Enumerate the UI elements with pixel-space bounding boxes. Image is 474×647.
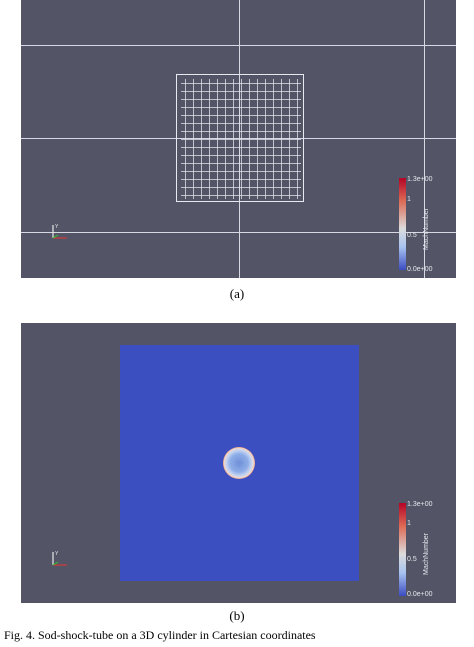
mesh-line bbox=[181, 147, 301, 148]
orientation-axes-icon: Y bbox=[52, 224, 67, 239]
mesh-line bbox=[297, 79, 298, 199]
colorbar-min-label: 0.0e+00 bbox=[407, 591, 433, 598]
mesh-line bbox=[241, 79, 242, 199]
grid-line bbox=[21, 232, 456, 233]
colorbar bbox=[399, 503, 406, 596]
colorbar-tick-label: 1 bbox=[407, 520, 411, 527]
caption-b: (b) bbox=[229, 608, 245, 623]
render-view-a[interactable]: Y 1.3e+00 1 0.5 0.0e+00 MachNumber bbox=[21, 0, 456, 278]
mesh-line bbox=[181, 195, 301, 196]
colorbar-max-label: 1.3e+00 bbox=[407, 501, 433, 508]
mesh-line bbox=[281, 79, 282, 199]
colorbar-tick-label: 0.5 bbox=[407, 556, 417, 563]
colorbar-max-label: 1.3e+00 bbox=[407, 176, 433, 183]
mesh-line bbox=[265, 79, 266, 199]
mesh-line bbox=[249, 79, 250, 199]
mesh-line bbox=[181, 179, 301, 180]
svg-text:Y: Y bbox=[55, 551, 59, 557]
mesh-line bbox=[181, 163, 301, 164]
mesh-line bbox=[181, 155, 301, 156]
orientation-axes-icon: Y bbox=[52, 551, 67, 566]
colorbar-title: MachNumber bbox=[423, 207, 430, 250]
render-view-b[interactable]: Y 1.3e+00 1 0.5 0.0e+00 MachNumber bbox=[21, 323, 456, 603]
mesh-line bbox=[181, 187, 301, 188]
mesh-line bbox=[273, 79, 274, 199]
grid-line bbox=[21, 45, 456, 46]
grid-line bbox=[21, 138, 456, 139]
colorbar-tick-label: 0.5 bbox=[407, 232, 417, 239]
grid-line bbox=[424, 0, 425, 278]
figure-caption: Fig. 4. Sod-shock-tube on a 3D cylinder … bbox=[4, 628, 316, 642]
caption-a: (a) bbox=[229, 286, 245, 301]
shock-ring bbox=[223, 447, 255, 479]
mesh-line bbox=[257, 79, 258, 199]
svg-text:Y: Y bbox=[55, 224, 59, 230]
mesh-line bbox=[181, 171, 301, 172]
mesh-line bbox=[289, 79, 290, 199]
colorbar-tick-label: 1 bbox=[407, 196, 411, 203]
colorbar-title: MachNumber bbox=[423, 532, 430, 575]
mesh-wireframe bbox=[176, 74, 304, 202]
colorbar bbox=[399, 178, 406, 270]
colorbar-min-label: 0.0e+00 bbox=[407, 266, 433, 273]
